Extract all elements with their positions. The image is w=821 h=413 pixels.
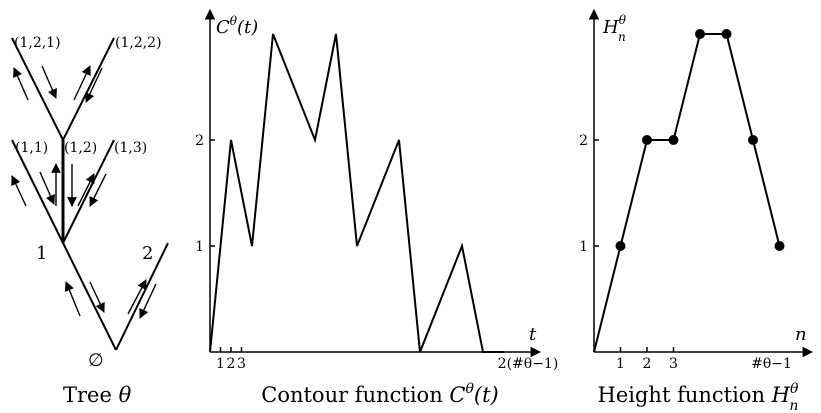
arrow-down-icon	[89, 281, 105, 313]
arrow-up-icon	[127, 279, 147, 315]
vertex-label-13: (1,3)	[114, 140, 147, 156]
vertex-label-1: 1	[36, 243, 47, 264]
contour-line	[209, 33, 504, 353]
traversal-arrows	[11, 65, 157, 319]
edge-1-11	[11, 139, 64, 244]
arrow-up-icon	[11, 175, 27, 207]
height-y-tick-label: 2	[579, 133, 588, 149]
height-x-end-tick-label: #θ−1	[751, 356, 792, 372]
vertex-label-122: (1,2,2)	[115, 35, 162, 51]
height-point	[774, 241, 785, 251]
contour-y-axis-label: Cθ(t)	[216, 14, 258, 38]
vertex-label-121: (1,2,1)	[14, 35, 61, 51]
height-y-axis-label: Hθ n	[602, 13, 627, 44]
tree-diagram: (1,2,1) (1,2,2) (1,1) (1,2) (1,3) 1 2 ∅ …	[11, 35, 169, 407]
vertex-label-11: (1,1)	[15, 140, 48, 156]
height-point	[668, 135, 679, 145]
arrow-down-icon	[39, 171, 55, 205]
contour-x-tick-label: 2	[227, 356, 236, 372]
contour-x-tick-label: 1	[216, 356, 225, 372]
vertex-label-12: (1,2)	[64, 140, 97, 156]
edge-12-122	[62, 37, 115, 141]
edge-12-121	[11, 37, 64, 141]
arrow-down-icon	[85, 67, 103, 103]
arrow-up-icon	[77, 173, 95, 207]
height-line	[593, 33, 781, 353]
height-point	[721, 29, 732, 39]
height-y-tick-label: 1	[579, 239, 588, 255]
arrow-up-icon	[13, 67, 29, 101]
height-point	[642, 135, 652, 145]
arrow-down-icon	[139, 283, 157, 319]
height-chart: Hθ n n 1 2 3 #θ−1 1 2 Height function Hθ n	[579, 8, 814, 413]
height-caption: Height function Hθ n	[598, 381, 799, 413]
contour-x-tick-label: 3	[237, 356, 246, 372]
edge-root-1	[62, 242, 117, 351]
contour-y-tick-label: 2	[195, 133, 204, 149]
height-point	[695, 29, 705, 39]
vertex-label-2: 2	[142, 243, 153, 264]
height-x-axis-label: n	[795, 324, 807, 345]
contour-y-tick-label: 1	[195, 239, 204, 255]
height-point	[615, 241, 626, 251]
edge-1-13	[62, 139, 115, 244]
contour-x-end-tick-label: 2(#θ−1)	[498, 356, 559, 372]
arrow-down-icon	[89, 173, 107, 207]
contour-ticks	[210, 139, 243, 352]
height-point	[748, 135, 758, 145]
contour-caption: Contour function Cθ(t)	[261, 381, 498, 407]
arrow-up-icon	[64, 281, 81, 317]
contour-x-axis-label: t	[529, 324, 537, 345]
tree-caption: Tree θ	[63, 383, 132, 407]
vertex-label-root: ∅	[88, 350, 104, 371]
height-points	[615, 29, 785, 251]
height-x-tick-label: 3	[669, 356, 678, 372]
arrow-down-icon	[41, 65, 57, 99]
arrow-up-icon	[73, 65, 91, 101]
contour-chart: Cθ(t) t 1 2 3 2(#θ−1) 1 2 Contour functi…	[195, 8, 559, 407]
edge-root-2	[115, 242, 169, 351]
height-x-tick-label: 1	[616, 356, 625, 372]
height-x-tick-label: 2	[643, 356, 652, 372]
height-ticks	[594, 139, 675, 352]
